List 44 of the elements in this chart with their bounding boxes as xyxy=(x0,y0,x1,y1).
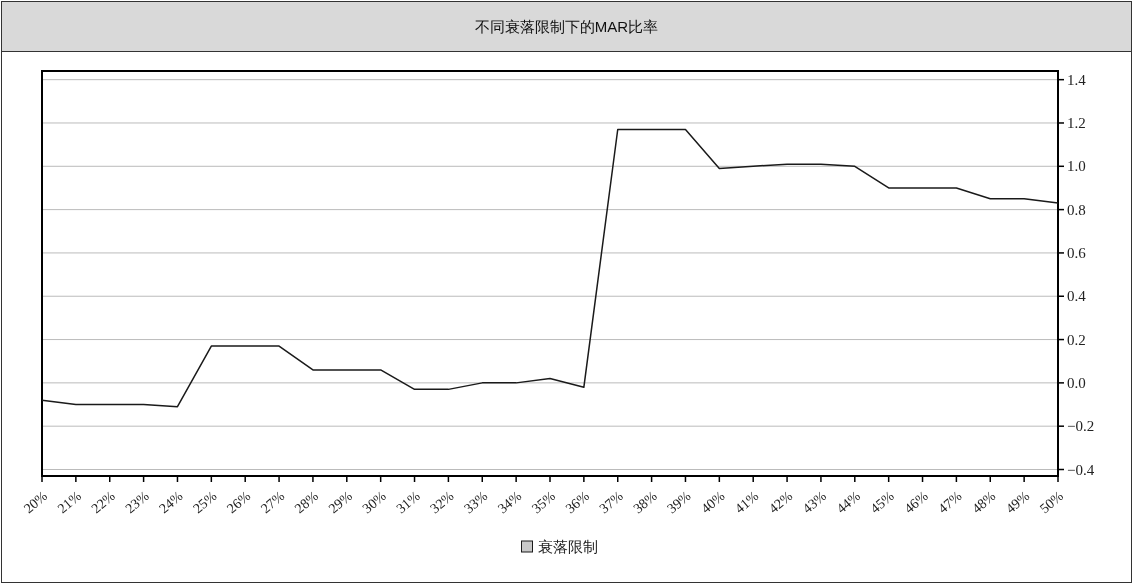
x-tick-label: 35% xyxy=(528,488,559,517)
x-tick-label: 20% xyxy=(20,488,51,517)
y-tick-label: 1.0 xyxy=(1067,158,1086,175)
x-tick-label: 33% xyxy=(461,488,491,517)
y-tick-label: 0.0 xyxy=(1067,374,1086,391)
legend-label: 衰落限制 xyxy=(537,538,598,555)
x-tick-label: 37% xyxy=(596,488,627,517)
x-tick-label: 26% xyxy=(224,488,254,517)
y-tick-label: 1.4 xyxy=(1067,71,1087,88)
x-tick-label: 38% xyxy=(630,488,661,517)
x-tick-label: 21% xyxy=(54,488,85,517)
x-tick-label: 30% xyxy=(359,488,390,517)
chart-title: 不同衰落限制下的MAR比率 xyxy=(474,18,659,35)
x-tick-label: 27% xyxy=(257,488,288,517)
x-tick-label: 25% xyxy=(190,488,220,517)
y-tick-label: 0.2 xyxy=(1067,331,1086,348)
x-tick-label: 34% xyxy=(495,488,525,517)
x-tick-label: 31% xyxy=(393,488,424,517)
x-tick-label: 28% xyxy=(291,488,322,517)
x-tick-label: 49% xyxy=(1003,488,1033,517)
y-tick-label: 0.8 xyxy=(1067,201,1086,218)
x-tick-label: 24% xyxy=(156,488,186,517)
y-tick-label: −0.2 xyxy=(1067,418,1095,435)
x-tick-label: 22% xyxy=(88,488,119,517)
x-tick-label: 40% xyxy=(698,488,728,517)
x-tick-label: 41% xyxy=(732,488,762,517)
x-tick-label: 36% xyxy=(562,488,593,517)
y-tick-label: −0.4 xyxy=(1067,461,1095,478)
x-tick-label: 23% xyxy=(122,488,153,517)
y-tick-label: 0.4 xyxy=(1067,288,1087,305)
x-tick-label: 48% xyxy=(969,488,999,517)
x-tick-label: 39% xyxy=(664,488,694,517)
x-tick-label: 44% xyxy=(833,488,864,517)
x-tick-label: 45% xyxy=(867,488,898,517)
y-tick-label: 0.6 xyxy=(1067,244,1087,261)
x-tick-label: 47% xyxy=(935,488,965,517)
x-tick-label: 43% xyxy=(799,488,830,517)
y-tick-label: 1.2 xyxy=(1067,114,1086,131)
x-tick-label: 42% xyxy=(765,488,796,517)
x-tick-label: 50% xyxy=(1036,488,1067,517)
x-tick-label: 46% xyxy=(901,488,932,517)
x-tick-label: 32% xyxy=(427,488,457,517)
x-tick-label: 29% xyxy=(325,488,356,517)
line-series xyxy=(41,128,1059,408)
